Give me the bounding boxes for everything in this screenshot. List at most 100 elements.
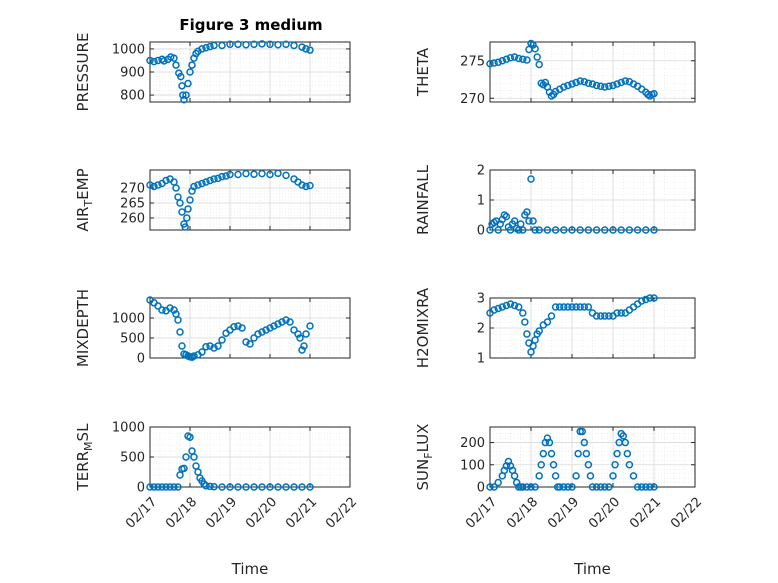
data-point bbox=[547, 449, 556, 458]
data-point bbox=[514, 303, 523, 311]
data-point bbox=[611, 461, 619, 469]
data-point bbox=[274, 320, 282, 328]
data-point bbox=[601, 83, 609, 91]
y-tick-label: 1000 bbox=[112, 312, 145, 327]
data-point bbox=[183, 214, 191, 222]
data-point bbox=[202, 482, 210, 490]
data-point bbox=[592, 81, 601, 90]
data-point bbox=[146, 181, 154, 189]
data-point bbox=[529, 217, 537, 225]
data-point bbox=[226, 170, 234, 179]
data-point bbox=[218, 172, 226, 181]
data-point bbox=[584, 461, 593, 469]
data-point bbox=[190, 182, 198, 191]
x-tick-label: 02/22 bbox=[668, 495, 705, 532]
data-point bbox=[633, 226, 642, 234]
data-point bbox=[535, 226, 543, 234]
data-point bbox=[146, 483, 154, 491]
data-point bbox=[560, 83, 568, 91]
data-point bbox=[601, 483, 609, 491]
data-point bbox=[523, 208, 531, 216]
data-point bbox=[146, 56, 154, 65]
data-point bbox=[543, 318, 552, 326]
y-axis-label: PRESSURE bbox=[74, 33, 92, 112]
data-point bbox=[580, 303, 589, 311]
data-point bbox=[560, 483, 568, 491]
data-point bbox=[210, 482, 218, 491]
axes-box bbox=[149, 297, 351, 359]
data-point bbox=[510, 301, 519, 310]
data-point bbox=[625, 226, 634, 234]
subplot-sun: 0 100 200 02/17 02/18 02/19 02/20 02/21 02/22 SUN… bbox=[414, 424, 705, 578]
data-point bbox=[568, 483, 576, 491]
data-point bbox=[170, 483, 178, 491]
data-point bbox=[250, 170, 258, 178]
data-point bbox=[166, 483, 174, 491]
data-point bbox=[186, 196, 194, 204]
data-point bbox=[506, 300, 515, 308]
data-point bbox=[578, 427, 586, 436]
data-point bbox=[298, 483, 306, 491]
y-tick-label: 2 bbox=[477, 164, 485, 179]
data-point bbox=[650, 226, 658, 234]
x-axis-label: Time bbox=[573, 560, 611, 578]
data-point bbox=[588, 80, 597, 88]
data-point bbox=[296, 334, 304, 342]
data-point bbox=[302, 182, 310, 191]
y-tick-label: 800 bbox=[120, 89, 145, 104]
data-point bbox=[533, 53, 541, 61]
data-point bbox=[502, 301, 511, 310]
subplot-terr: 0 500 1000 02/17 02/18 02/19 02/20 02/21 02/22 TE… bbox=[74, 421, 360, 579]
data-point bbox=[588, 483, 597, 491]
data-point bbox=[306, 181, 314, 190]
data-point bbox=[580, 78, 589, 86]
data-point bbox=[282, 171, 290, 180]
data-point bbox=[158, 483, 166, 491]
y-tick-label: 1000 bbox=[112, 421, 145, 436]
data-point bbox=[494, 478, 502, 487]
data-point bbox=[572, 303, 580, 311]
data-point bbox=[572, 472, 580, 480]
y-axis-label: TERRMSL bbox=[74, 423, 95, 492]
data-point bbox=[210, 41, 218, 50]
y-axis-label: SUNFLUX bbox=[414, 424, 435, 491]
y-tick-label: 270 bbox=[460, 92, 485, 107]
data-point bbox=[531, 226, 539, 234]
data-point bbox=[234, 322, 242, 330]
data-point bbox=[537, 461, 545, 469]
y-axis-label: THETA bbox=[414, 47, 432, 97]
data-point bbox=[286, 318, 294, 326]
data-point bbox=[282, 316, 290, 324]
data-point bbox=[592, 312, 601, 320]
y-tick-label: 200 bbox=[460, 436, 485, 451]
axes-box bbox=[489, 426, 696, 488]
data-point bbox=[502, 212, 511, 221]
y-tick-label: 0 bbox=[477, 224, 485, 239]
data-point bbox=[250, 334, 258, 342]
data-point bbox=[617, 309, 625, 317]
data-point bbox=[242, 483, 250, 491]
data-point bbox=[547, 312, 556, 320]
data-point bbox=[623, 449, 632, 458]
data-point bbox=[555, 483, 564, 491]
y-tick-label: 1 bbox=[477, 194, 485, 209]
data-point bbox=[234, 170, 242, 179]
y-tick-label: 275 bbox=[460, 54, 485, 69]
data-point bbox=[172, 184, 180, 192]
data-point bbox=[572, 78, 580, 87]
axes-box bbox=[489, 41, 696, 103]
data-point bbox=[621, 438, 630, 447]
data-point bbox=[178, 342, 186, 350]
data-point bbox=[274, 41, 282, 49]
data-point bbox=[302, 45, 310, 53]
axes-box bbox=[149, 169, 351, 231]
data-point bbox=[202, 343, 210, 351]
x-tick-label: 02/18 bbox=[504, 495, 541, 532]
data-point bbox=[564, 483, 572, 491]
data-point bbox=[302, 330, 310, 338]
data-point bbox=[560, 226, 568, 234]
data-point bbox=[198, 45, 206, 53]
data-point bbox=[576, 226, 584, 234]
data-point bbox=[609, 472, 617, 480]
data-point bbox=[186, 68, 194, 76]
